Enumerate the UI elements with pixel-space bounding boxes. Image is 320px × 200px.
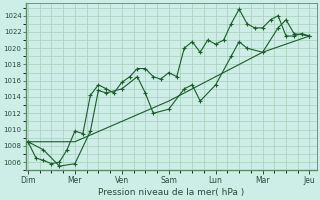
X-axis label: Pression niveau de la mer( hPa ): Pression niveau de la mer( hPa ): [98, 188, 244, 197]
